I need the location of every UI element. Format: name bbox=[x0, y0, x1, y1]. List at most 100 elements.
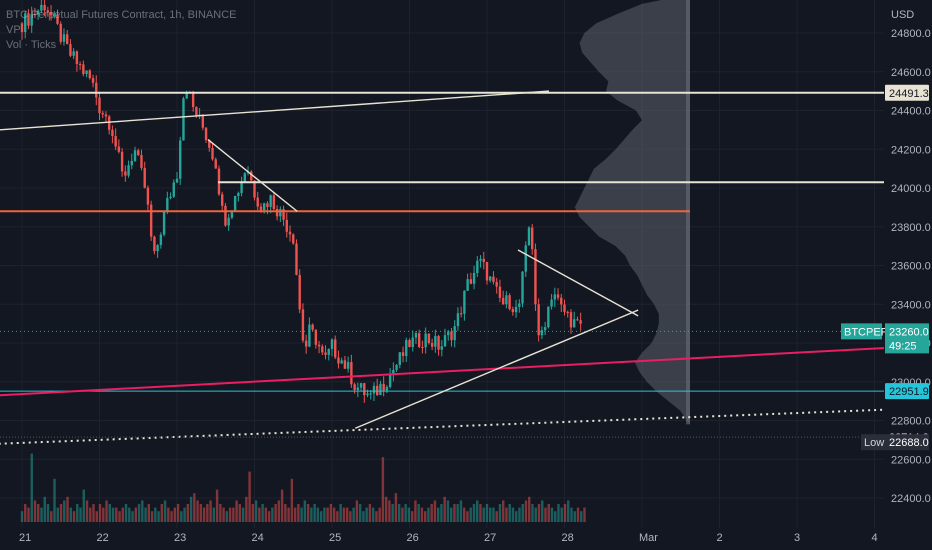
volume-bar bbox=[69, 507, 72, 522]
y-tick-label: 24000.0 bbox=[891, 183, 931, 195]
current-price-tag: 23260.0 bbox=[889, 326, 929, 338]
candle-body bbox=[250, 171, 253, 181]
volume-bar bbox=[131, 511, 134, 522]
candle-body bbox=[162, 211, 166, 235]
volume-bar bbox=[349, 511, 352, 522]
volume-bar bbox=[254, 500, 258, 522]
candle-body bbox=[24, 13, 27, 33]
volume-bar bbox=[570, 507, 573, 522]
candle-body bbox=[572, 319, 576, 328]
candle-body bbox=[36, 10, 40, 15]
volume-bar bbox=[115, 507, 118, 522]
volume-bar bbox=[355, 500, 359, 522]
legend-volume[interactable]: Vol · Ticks bbox=[6, 39, 57, 51]
volume-bar bbox=[316, 507, 320, 522]
time-axis[interactable]: 21 22 23 24 25 26 27 28 Mar 2 3 4 bbox=[19, 532, 878, 544]
candle-body bbox=[485, 262, 489, 281]
volume-bar bbox=[336, 511, 339, 522]
volume-bar bbox=[137, 504, 141, 522]
candle-body bbox=[395, 364, 398, 370]
volume-bar bbox=[50, 511, 53, 522]
volume-bar bbox=[128, 507, 131, 522]
candle-body bbox=[143, 167, 146, 188]
candle-body bbox=[311, 324, 314, 330]
volume-bar bbox=[63, 500, 66, 522]
y-tick-label: 24800.0 bbox=[891, 28, 931, 40]
candle-body bbox=[408, 340, 411, 348]
candle-body bbox=[340, 360, 343, 364]
volume-bar bbox=[417, 504, 420, 522]
volume-bar bbox=[245, 496, 248, 522]
x-tick-label: 24 bbox=[252, 532, 264, 544]
volume-bar bbox=[147, 504, 151, 522]
candle-body bbox=[359, 383, 363, 388]
candle-body bbox=[379, 383, 382, 396]
volume-bar bbox=[342, 507, 346, 522]
candle-body bbox=[356, 387, 360, 391]
candle-body bbox=[553, 294, 557, 300]
candle-body bbox=[401, 352, 405, 357]
candle-body bbox=[59, 23, 62, 42]
volume-bar bbox=[144, 507, 147, 522]
volume-bar bbox=[404, 504, 407, 522]
volume-bar bbox=[505, 507, 508, 522]
candle-body bbox=[191, 92, 195, 107]
volume-bar bbox=[202, 507, 206, 522]
candle-body bbox=[211, 147, 214, 160]
candle-body bbox=[146, 187, 150, 205]
volume-bar bbox=[554, 511, 557, 522]
volume-bar bbox=[534, 507, 537, 522]
volume-bar bbox=[332, 507, 336, 522]
volume-bar bbox=[433, 500, 437, 522]
volume-bar bbox=[423, 511, 427, 522]
volume-bar bbox=[410, 511, 414, 522]
candle-body bbox=[308, 324, 311, 347]
volume-bar bbox=[378, 507, 381, 522]
volume-bar bbox=[150, 511, 154, 522]
candle-body bbox=[363, 383, 366, 396]
candle-body bbox=[450, 331, 453, 341]
volume-bar bbox=[401, 507, 404, 522]
x-tick-label: 4 bbox=[872, 532, 878, 544]
legend-vp[interactable]: VP bbox=[6, 24, 21, 36]
candle-body bbox=[117, 146, 121, 152]
candle-body bbox=[133, 150, 137, 161]
candle-body bbox=[469, 279, 473, 284]
volume-bar bbox=[407, 507, 411, 522]
volume-bar bbox=[92, 504, 95, 522]
volume-bar bbox=[329, 504, 333, 522]
price-axis[interactable]: USD22400.022600.022800.023000.023200.023… bbox=[884, 0, 932, 550]
volume-bar bbox=[37, 504, 40, 522]
volume-bar bbox=[508, 504, 511, 522]
candle-body bbox=[534, 249, 537, 305]
y-tick-label: 22600.0 bbox=[891, 454, 931, 466]
candle-body bbox=[166, 198, 169, 212]
volume-bar bbox=[300, 507, 303, 522]
volume-bar bbox=[560, 507, 563, 522]
candle-body bbox=[104, 114, 108, 117]
candle-body bbox=[30, 14, 33, 26]
volume-bar bbox=[394, 493, 398, 522]
candle-body bbox=[75, 51, 79, 65]
volume-bar bbox=[476, 500, 479, 522]
volume-bar bbox=[485, 504, 489, 522]
candle-body bbox=[385, 387, 389, 391]
volume-bar bbox=[511, 507, 515, 522]
candle-body bbox=[482, 258, 485, 263]
tag-resistance: 24491.3 bbox=[889, 88, 929, 100]
volume-bar bbox=[53, 478, 56, 522]
candle-body bbox=[153, 236, 156, 252]
volume-bar bbox=[430, 504, 433, 522]
legend-title[interactable]: BTC Perpetual Futures Contract, 1h, BINA… bbox=[6, 9, 237, 21]
candle-body bbox=[208, 140, 211, 148]
candle-body bbox=[266, 203, 269, 207]
volume-bar bbox=[391, 504, 394, 522]
volume-bar bbox=[528, 496, 531, 522]
symbol-tag: BTCPERP bbox=[844, 326, 896, 338]
candle-body bbox=[292, 234, 295, 244]
volume-bar bbox=[313, 504, 316, 522]
tag-resistance-bg bbox=[885, 84, 929, 101]
volume-bar bbox=[24, 504, 27, 522]
candle-body bbox=[272, 195, 276, 210]
